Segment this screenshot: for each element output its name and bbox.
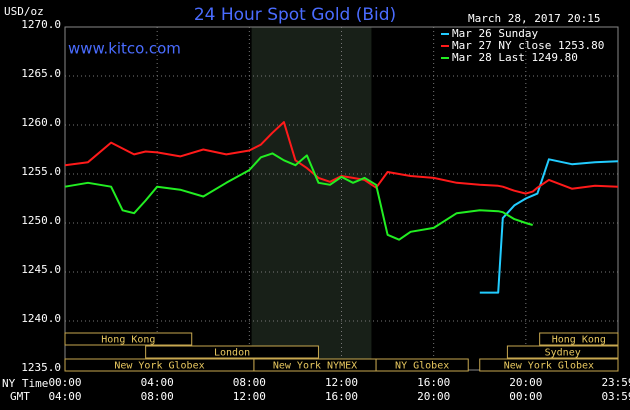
y-tick-label: 1265.0	[21, 67, 61, 80]
session-label: Sydney	[545, 348, 581, 359]
x2-tick-label: 03:59	[601, 390, 630, 403]
watermark: www.kitco.com	[68, 40, 181, 58]
unit-label: USD/oz	[4, 5, 44, 18]
x2-axis-label: GMT	[10, 390, 30, 403]
x2-tick-label: 00:00	[509, 390, 542, 403]
session-box	[145, 345, 319, 359]
session-box	[506, 345, 619, 359]
timestamp: March 28, 2017 20:15	[468, 12, 600, 25]
x2-tick-label: 08:00	[141, 390, 174, 403]
legend-label: Mar 27 NY close 1253.80	[452, 39, 604, 52]
x2-tick-label: 20:00	[417, 390, 450, 403]
chart-title: 24 Hour Spot Gold (Bid)	[194, 5, 396, 25]
x-axis-label: NY Time	[2, 377, 48, 390]
x-tick-label: 20:00	[509, 376, 542, 389]
session-label: New York Globex	[504, 361, 594, 372]
session-label: Hong Kong	[552, 335, 606, 346]
x2-tick-label: 04:00	[48, 390, 81, 403]
y-tick-label: 1250.0	[21, 214, 61, 227]
y-tick-label: 1255.0	[21, 165, 61, 178]
x2-tick-label: 12:00	[233, 390, 266, 403]
session-label: London	[214, 348, 250, 359]
x-tick-label: 04:00	[141, 376, 174, 389]
x-tick-label: 00:00	[48, 376, 81, 389]
x-tick-label: 16:00	[417, 376, 450, 389]
shaded-range	[251, 27, 372, 370]
x-tick-label: 08:00	[233, 376, 266, 389]
session-box	[64, 332, 193, 346]
legend-label: Mar 26 Sunday	[452, 27, 538, 40]
session-box	[479, 358, 619, 372]
series-line	[64, 121, 619, 195]
x-tick-label: 12:00	[325, 376, 358, 389]
series-line	[64, 152, 533, 241]
session-box	[375, 358, 469, 372]
session-box	[539, 332, 619, 346]
y-tick-label: 1245.0	[21, 263, 61, 276]
y-tick-label: 1260.0	[21, 116, 61, 129]
session-label: Hong Kong	[101, 335, 155, 346]
y-tick-label: 1240.0	[21, 312, 61, 325]
y-tick-label: 1270.0	[21, 18, 61, 31]
x-tick-label: 23:59	[601, 376, 630, 389]
session-label: NY Globex	[395, 361, 449, 372]
session-label: New York Globex	[114, 361, 204, 372]
x2-tick-label: 16:00	[325, 390, 358, 403]
series-line	[479, 158, 619, 294]
y-tick-label: 1235.0	[21, 361, 61, 374]
session-label: New York NYMEX	[273, 361, 357, 372]
legend-label: Mar 28 Last 1249.80	[452, 51, 578, 64]
